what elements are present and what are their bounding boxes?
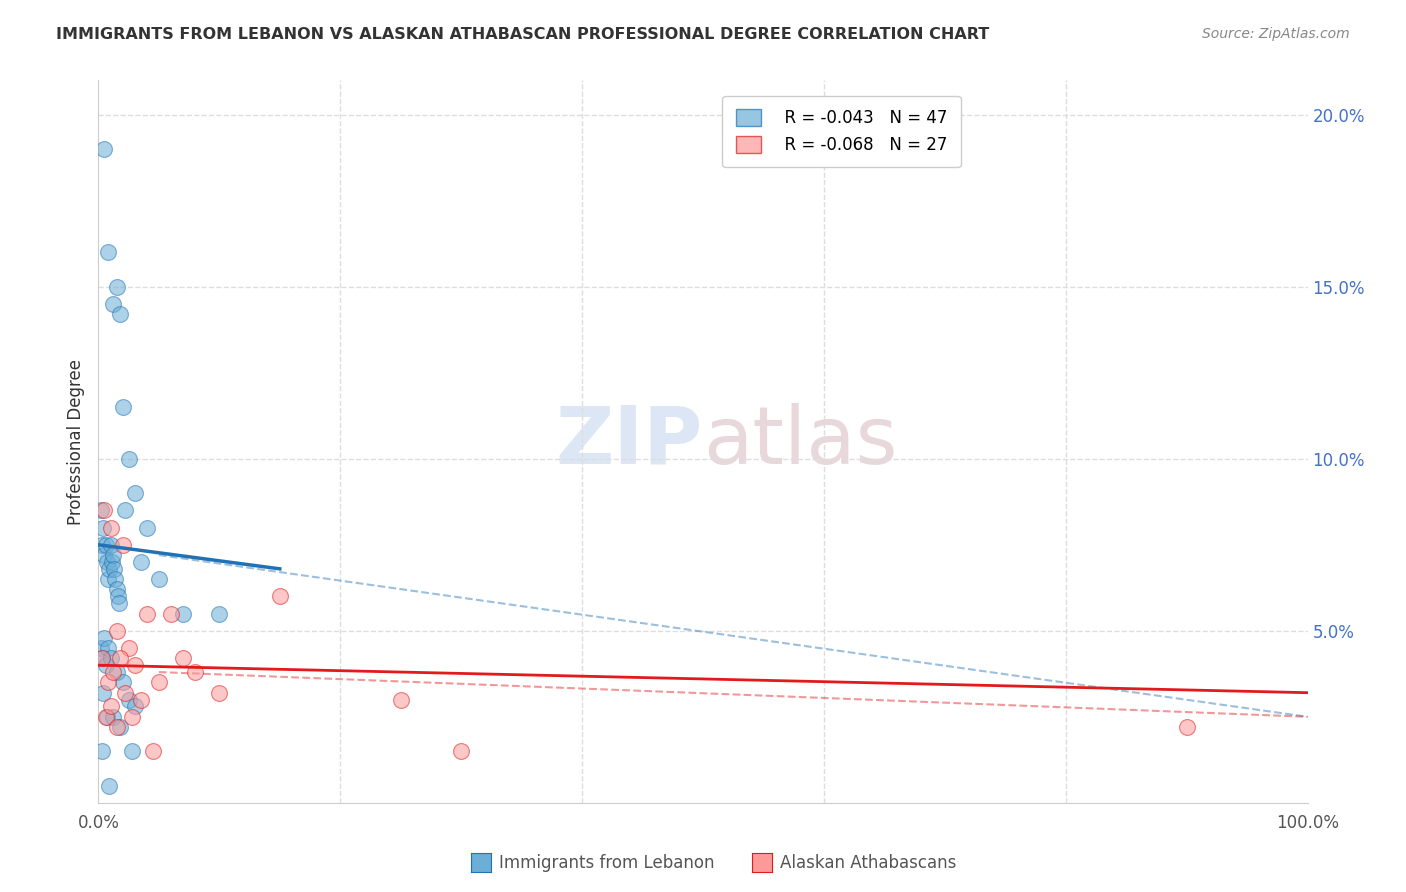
Point <box>91 744 114 758</box>
Point <box>105 279 128 293</box>
Point <box>142 744 165 758</box>
Point <box>124 658 146 673</box>
Legend:   R = -0.043   N = 47,   R = -0.068   N = 27: R = -0.043 N = 47, R = -0.068 N = 27 <box>723 95 960 167</box>
Point <box>118 640 141 655</box>
Point <box>105 665 128 679</box>
Text: atlas: atlas <box>703 402 897 481</box>
Point <box>100 555 122 569</box>
Point <box>1175 720 1198 734</box>
Point <box>389 692 412 706</box>
Point <box>97 640 120 655</box>
Point <box>107 590 129 604</box>
Point <box>94 538 117 552</box>
Point <box>108 651 131 665</box>
Point <box>94 658 117 673</box>
Point <box>96 710 118 724</box>
Y-axis label: Professional Degree: Professional Degree <box>66 359 84 524</box>
Text: IMMIGRANTS FROM LEBANON VS ALASKAN ATHABASCAN PROFESSIONAL DEGREE CORRELATION CH: IMMIGRANTS FROM LEBANON VS ALASKAN ATHAB… <box>56 27 990 42</box>
Point <box>97 572 120 586</box>
Point <box>90 503 112 517</box>
Point <box>100 538 122 552</box>
Point <box>97 245 120 260</box>
Point <box>91 520 114 534</box>
Point <box>108 307 131 321</box>
Point <box>100 699 122 714</box>
Point <box>93 548 115 562</box>
Point <box>94 710 117 724</box>
Point <box>148 572 170 586</box>
Point <box>135 607 157 621</box>
Point <box>90 640 112 655</box>
Point <box>101 548 124 562</box>
Point <box>129 692 152 706</box>
Point <box>97 675 120 690</box>
Point <box>160 607 183 621</box>
Point <box>93 631 115 645</box>
Point <box>104 572 127 586</box>
Point <box>208 686 231 700</box>
Point <box>105 720 128 734</box>
Point <box>114 503 136 517</box>
Point <box>108 596 131 610</box>
Point <box>100 651 122 665</box>
Point <box>111 538 134 552</box>
Point <box>100 520 122 534</box>
Point <box>108 720 131 734</box>
Point <box>148 675 170 690</box>
Text: ZIP: ZIP <box>555 402 703 481</box>
Point <box>98 779 121 793</box>
Point <box>184 665 207 679</box>
Point <box>135 520 157 534</box>
Point <box>111 675 134 690</box>
Text: Source: ZipAtlas.com: Source: ZipAtlas.com <box>1202 27 1350 41</box>
Point <box>124 486 146 500</box>
Text: Alaskan Athabascans: Alaskan Athabascans <box>780 854 956 871</box>
Point <box>93 503 115 517</box>
Point <box>269 590 291 604</box>
Point <box>91 651 114 665</box>
Point <box>103 562 125 576</box>
Point <box>172 607 194 621</box>
Point <box>91 651 114 665</box>
Point <box>98 562 121 576</box>
Point <box>91 686 114 700</box>
Point <box>129 555 152 569</box>
Point <box>105 624 128 638</box>
Point <box>121 744 143 758</box>
Point <box>450 744 472 758</box>
Point <box>96 555 118 569</box>
Point <box>111 400 134 414</box>
Point <box>208 607 231 621</box>
Point <box>101 710 124 724</box>
Point <box>121 710 143 724</box>
Text: Immigrants from Lebanon: Immigrants from Lebanon <box>499 854 714 871</box>
Point <box>124 699 146 714</box>
Point <box>91 538 114 552</box>
Point <box>172 651 194 665</box>
Point <box>114 686 136 700</box>
Point <box>105 582 128 597</box>
Point <box>118 451 141 466</box>
Point <box>118 692 141 706</box>
Point <box>93 142 115 156</box>
Point <box>101 665 124 679</box>
Point <box>101 297 124 311</box>
